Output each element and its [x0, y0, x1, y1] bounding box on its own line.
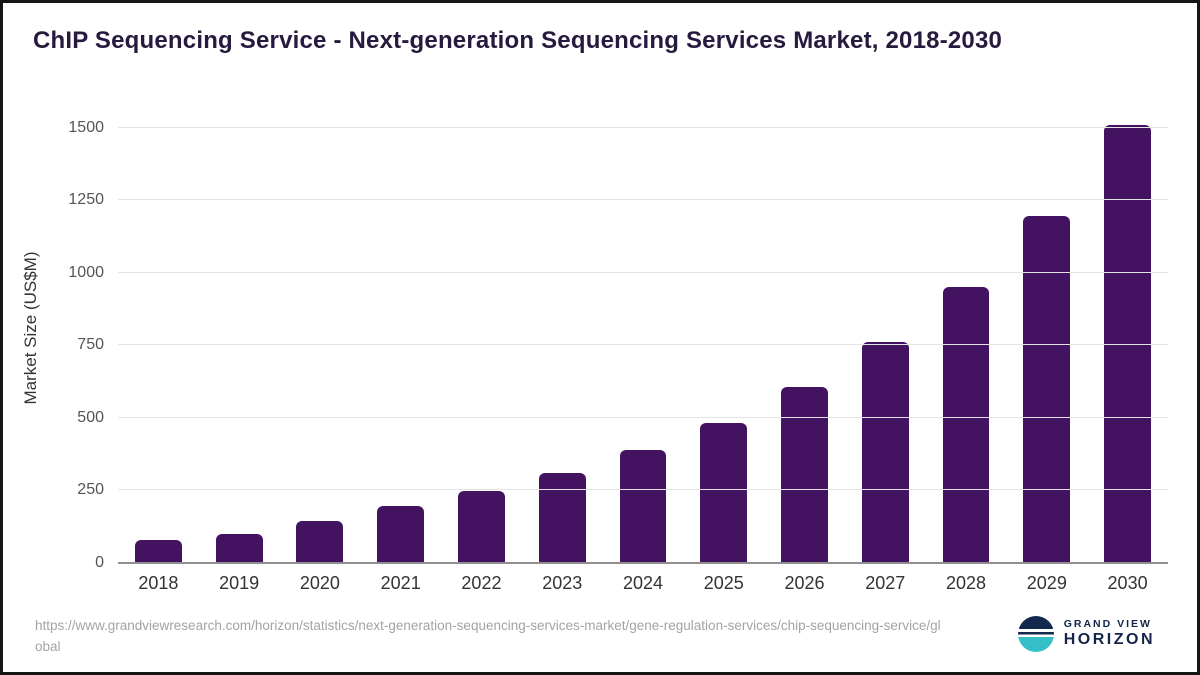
bar-column-2026 [764, 113, 845, 563]
y-tick-label-1500: 1500 [68, 118, 104, 136]
gridline-1000 [118, 271, 1168, 273]
y-tick-label-250: 250 [77, 481, 104, 499]
bar-column-2018 [118, 113, 199, 563]
source-url: https://www.grandviewresearch.com/horizo… [35, 618, 941, 655]
bar-column-2021 [360, 113, 441, 563]
bar-2018 [134, 539, 182, 563]
bar-column-2022 [441, 113, 522, 563]
bar-2028 [942, 287, 990, 563]
bar-2025 [700, 423, 748, 563]
x-axis-labels: 2018 2019 2020 2021 2022 2023 2024 2025 2026 2027… [118, 573, 1168, 594]
bar-2022 [458, 491, 505, 563]
gridline-1250 [118, 199, 1168, 201]
brand-name-top: GRAND VIEW [1063, 618, 1152, 631]
x-tick-label-2020: 2020 [299, 573, 340, 593]
bar-column-2030 [1087, 113, 1168, 563]
bar-column-2024 [603, 113, 684, 563]
gridline-750 [118, 344, 1168, 346]
gridline-500 [118, 416, 1168, 418]
y-tick-label-750: 750 [77, 336, 104, 354]
x-axis-line [118, 562, 1168, 564]
horizon-circle-icon [1017, 616, 1054, 652]
bar-column-2020 [280, 113, 361, 563]
x-tick-label-2021: 2021 [380, 573, 421, 593]
brand-name-bottom: HORIZON [1063, 630, 1155, 648]
gridline-1500 [118, 126, 1168, 128]
bar-2026 [781, 387, 828, 563]
x-tick-label-2018: 2018 [138, 573, 179, 593]
bar-2019 [215, 533, 263, 563]
bar-column-2029 [1006, 113, 1087, 563]
bar-2023 [538, 473, 586, 563]
bar-column-2027 [845, 113, 926, 563]
bar-2020 [296, 520, 344, 563]
x-tick-label-2028: 2028 [946, 573, 987, 593]
brand-logo-text: GRAND VIEW HORIZON [1064, 619, 1155, 648]
chart-title: ChIP Sequencing Service - Next-generatio… [33, 27, 1003, 54]
x-tick-label-2022: 2022 [461, 573, 502, 593]
bar-2024 [619, 450, 667, 563]
x-tick-label-2025: 2025 [703, 573, 744, 593]
bar-column-2028 [926, 113, 1007, 563]
x-tick-label-2029: 2029 [1026, 573, 1067, 593]
x-tick-label-2027: 2027 [865, 573, 906, 593]
y-tick-label-500: 500 [77, 408, 104, 426]
x-tick-label-2024: 2024 [622, 573, 663, 593]
bar-2027 [861, 342, 909, 563]
plot-area: 0 250 500 750 1000 1250 1500 [68, 113, 1168, 571]
bar-column-2019 [199, 113, 280, 563]
bar-column-2025 [683, 113, 764, 563]
bar-2021 [377, 505, 425, 563]
brand-logo: GRAND VIEW HORIZON [1017, 616, 1155, 652]
bar-column-2023 [522, 113, 603, 563]
y-tick-label-1250: 1250 [68, 191, 104, 209]
y-axis-title: Market Size (US$M) [21, 251, 40, 405]
x-tick-label-2019: 2019 [219, 573, 260, 593]
chart-region: Market Size (US$M) 0 250 500 750 1000 1250 150… [3, 103, 1197, 593]
y-tick-label-0: 0 [95, 554, 104, 571]
bars-container [118, 113, 1168, 563]
x-tick-label-2026: 2026 [784, 573, 825, 593]
bar-2029 [1023, 216, 1071, 563]
x-tick-label-2023: 2023 [542, 573, 583, 593]
y-tick-label-1000: 1000 [68, 263, 104, 281]
x-tick-label-2030: 2030 [1107, 573, 1148, 593]
gridline-250 [118, 489, 1168, 491]
